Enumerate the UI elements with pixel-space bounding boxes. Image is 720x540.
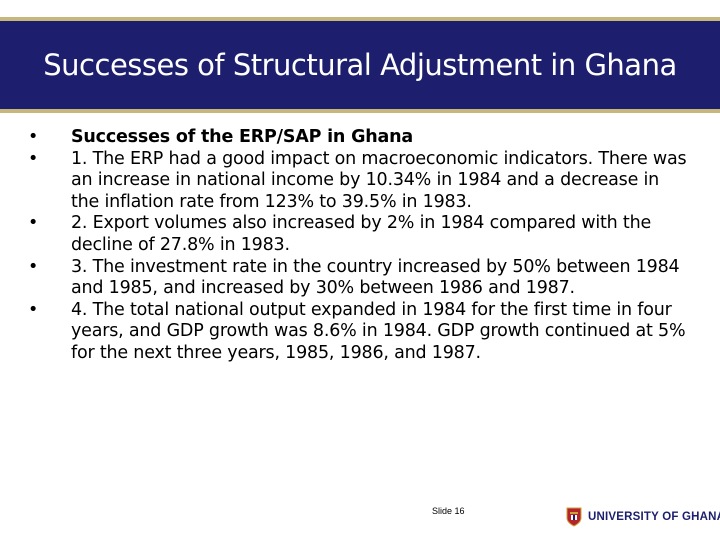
- bullet-item: • 2. Export volumes also increased by 2%…: [28, 213, 688, 256]
- bullet-marker: •: [28, 148, 39, 169]
- university-name: UNIVERSITY OF GHANA: [588, 511, 720, 523]
- bullet-marker: •: [28, 256, 39, 277]
- bullet-text: 3. The investment rate in the country in…: [71, 256, 680, 299]
- bullet-list: • Successes of the ERP/SAP in Ghana • 1.…: [28, 127, 688, 365]
- bullet-text: 2. Export volumes also increased by 2% i…: [71, 213, 652, 255]
- title-band: Successes of Structural Adjustment in Gh…: [0, 17, 720, 113]
- university-crest-icon: [566, 507, 582, 527]
- bullet-item: • 3. The investment rate in the country …: [28, 257, 688, 300]
- slide-title: Successes of Structural Adjustment in Gh…: [43, 47, 677, 82]
- bullet-marker: •: [28, 299, 39, 320]
- university-logo: UNIVERSITY OF GHANA: [566, 506, 720, 528]
- bullet-item: • 1. The ERP had a good impact on macroe…: [28, 149, 688, 214]
- bullet-text: 1. The ERP had a good impact on macroeco…: [71, 148, 687, 212]
- slide-number: Slide 16: [432, 506, 465, 516]
- bullet-text: Successes of the ERP/SAP in Ghana: [71, 127, 413, 147]
- bullet-item: • Successes of the ERP/SAP in Ghana: [28, 127, 688, 149]
- bullet-item: • 4. The total national output expanded …: [28, 300, 688, 365]
- bullet-marker: •: [28, 213, 39, 234]
- bullet-marker: •: [28, 127, 39, 147]
- bullet-text: 4. The total national output expanded in…: [71, 299, 686, 363]
